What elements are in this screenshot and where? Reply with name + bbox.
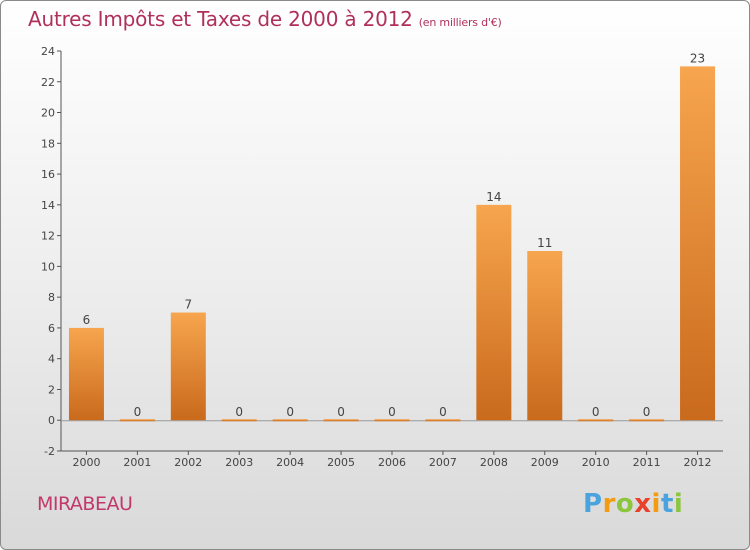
bar — [680, 66, 716, 421]
data-label: 23 — [690, 51, 705, 65]
data-label: 0 — [337, 405, 345, 419]
data-label: 7 — [184, 298, 192, 312]
data-label: 14 — [486, 190, 501, 204]
y-tick-label: 0 — [48, 414, 55, 427]
chart-labels: 6 0 7 0 0 0 0 0 14 11 0 0 23 — [83, 51, 706, 419]
title-text: Autres Impôts et Taxes de 2000 à 2012 — [28, 7, 413, 31]
unit-subtitle: (en milliers d'€) — [418, 16, 502, 29]
y-tick-label: 24 — [41, 45, 55, 58]
bar — [170, 312, 206, 421]
y-tick-label: -2 — [44, 445, 55, 458]
data-label: 0 — [439, 405, 447, 419]
logo-letter: x — [634, 489, 652, 519]
bar — [527, 251, 563, 421]
bar — [578, 419, 614, 422]
y-tick-label: 6 — [48, 322, 55, 335]
x-tick-label: 2001 — [123, 456, 151, 469]
data-label: 0 — [643, 405, 651, 419]
x-tick-label: 2011 — [633, 456, 661, 469]
data-label: 11 — [537, 236, 552, 250]
x-tick-label: 2010 — [582, 456, 610, 469]
y-tick-label: 22 — [41, 76, 55, 89]
y-tick-label: 12 — [41, 230, 55, 243]
logo-letter: i — [651, 489, 661, 519]
x-tick-label: 2000 — [72, 456, 100, 469]
bar — [68, 327, 104, 421]
y-tick-label: 4 — [48, 353, 55, 366]
y-tick-label: 10 — [41, 260, 55, 273]
x-tick-label: 2003 — [225, 456, 253, 469]
chart-title: Autres Impôts et Taxes de 2000 à 2012 (en… — [28, 7, 502, 31]
y-tick-label: 2 — [48, 383, 55, 396]
x-tick-label: 2002 — [174, 456, 202, 469]
y-tick-label: 8 — [48, 291, 55, 304]
x-tick-label: 2009 — [531, 456, 559, 469]
bar — [119, 419, 155, 422]
bar — [272, 419, 308, 422]
x-tick-label: 2007 — [429, 456, 457, 469]
bar — [425, 419, 461, 422]
bar — [221, 419, 257, 422]
x-tick-label: 2005 — [327, 456, 355, 469]
proxiti-logo: Proxiti — [583, 489, 683, 519]
bar — [476, 204, 512, 421]
data-label: 0 — [388, 405, 396, 419]
chart-bars — [68, 66, 716, 422]
y-tick-label: 18 — [41, 137, 55, 150]
x-tick-label: 2004 — [276, 456, 304, 469]
bar — [629, 419, 665, 422]
logo-letter: t — [660, 489, 674, 519]
y-tick-label: 20 — [41, 107, 55, 120]
bar — [374, 419, 410, 422]
logo-letter: P — [583, 489, 603, 519]
y-tick-label: 14 — [41, 199, 55, 212]
bar — [323, 419, 359, 422]
data-label: 6 — [83, 313, 91, 327]
data-label: 0 — [592, 405, 600, 419]
logo-letter: i — [673, 489, 684, 519]
data-label: 0 — [134, 405, 142, 419]
x-tick-label: 2006 — [378, 456, 406, 469]
x-tick-label: 2008 — [480, 456, 508, 469]
data-label: 0 — [235, 405, 243, 419]
logo-letter: o — [615, 489, 635, 519]
y-tick-label: 16 — [41, 168, 55, 181]
commune-name: MIRABEAU — [37, 493, 133, 515]
x-tick-label: 2012 — [684, 456, 712, 469]
data-label: 0 — [286, 405, 294, 419]
logo-letter: r — [602, 489, 616, 519]
